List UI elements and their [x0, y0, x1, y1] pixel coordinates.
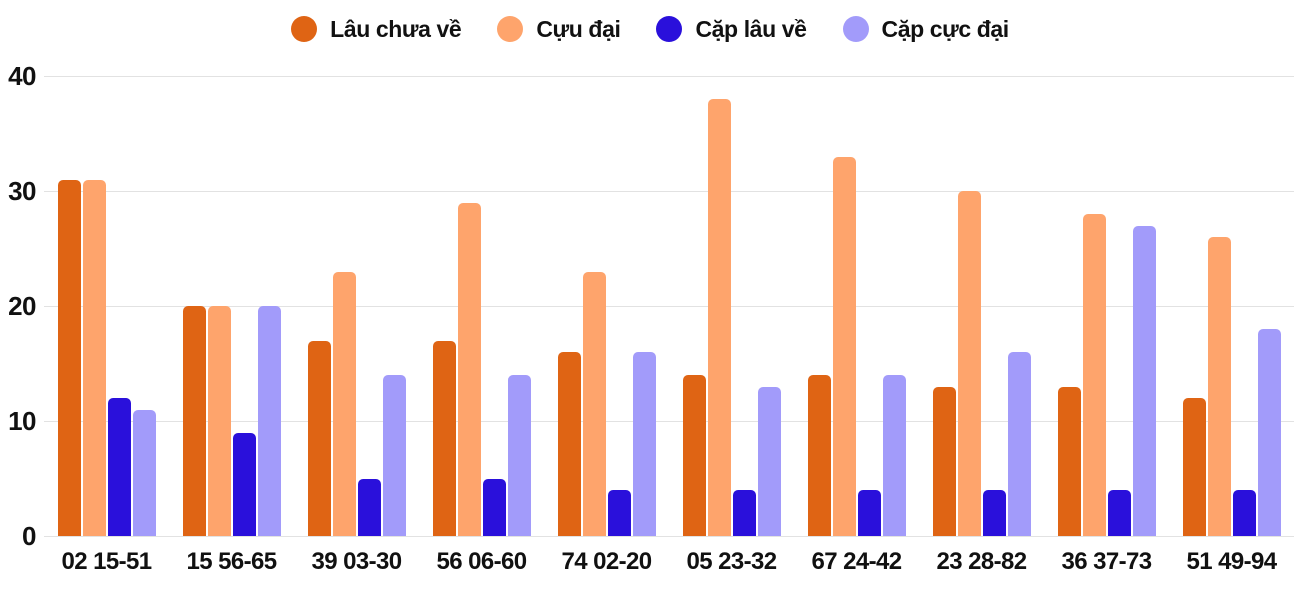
legend-item-2[interactable]: Cựu đại — [497, 15, 621, 43]
gridline-y-20 — [44, 306, 1294, 307]
legend-label: Lâu chưa về — [330, 15, 462, 42]
bar[interactable] — [632, 352, 656, 536]
bar[interactable] — [1232, 490, 1256, 536]
bar[interactable] — [1132, 225, 1156, 536]
bar[interactable] — [107, 398, 131, 536]
legend-label: Cặp lâu về — [695, 15, 807, 42]
bar[interactable] — [182, 306, 206, 536]
legend-item-4[interactable]: Cặp cực đại — [842, 15, 1010, 43]
legend-label: Cựu đại — [536, 15, 621, 42]
bar[interactable] — [1207, 237, 1231, 536]
bar[interactable] — [382, 375, 406, 536]
x-tick-label: 51 49-94 — [1186, 548, 1278, 575]
x-tick-label: 36 37-73 — [1061, 548, 1153, 575]
bar[interactable] — [1107, 490, 1131, 536]
bar[interactable] — [132, 409, 156, 536]
bar[interactable] — [757, 386, 781, 536]
bar-group-10: 51 49-94 — [1169, 76, 1294, 575]
bar[interactable] — [482, 478, 506, 536]
bar[interactable] — [707, 99, 731, 536]
bar[interactable] — [957, 191, 981, 536]
bar[interactable] — [1082, 214, 1106, 536]
legend-swatch-icon — [291, 16, 318, 42]
x-tick-label: 15 56-65 — [186, 548, 278, 575]
bar-group-1: 02 15-51 — [44, 76, 169, 575]
bar[interactable] — [607, 490, 631, 536]
bar-group-4: 56 06-60 — [419, 76, 544, 575]
legend-swatch-icon — [656, 16, 683, 42]
bar[interactable] — [832, 156, 856, 536]
gridline-y-30 — [44, 191, 1294, 192]
legend-swatch-icon — [497, 16, 524, 42]
bar-group-9: 36 37-73 — [1044, 76, 1169, 575]
x-tick-label: 56 06-60 — [436, 548, 528, 575]
gridline-y-40 — [44, 76, 1294, 77]
bar[interactable] — [1057, 386, 1081, 536]
gridline-y-10 — [44, 421, 1294, 422]
bar[interactable] — [1182, 398, 1206, 536]
chart-legend: Lâu chưa về Cựu đại Cặp lâu về Cặp cực đại — [0, 6, 1300, 52]
bar[interactable] — [582, 271, 606, 536]
bar[interactable] — [82, 179, 106, 536]
bar[interactable] — [307, 340, 331, 536]
x-tick-label: 74 02-20 — [561, 548, 653, 575]
bar[interactable] — [57, 179, 81, 536]
gridline-y-0 — [44, 536, 1294, 537]
x-tick-label: 67 24-42 — [811, 548, 903, 575]
bar[interactable] — [432, 340, 456, 536]
bar[interactable] — [982, 490, 1006, 536]
bar[interactable] — [682, 375, 706, 536]
bar-group-2: 15 56-65 — [169, 76, 294, 575]
bar[interactable] — [932, 386, 956, 536]
bar-groups: 02 15-51 15 56-65 39 03-30 56 06-60 74 02-20… — [44, 76, 1294, 575]
legend-label: Cặp cực đại — [881, 15, 1010, 42]
bar[interactable] — [207, 306, 231, 536]
y-tick-label-40: 40 — [8, 61, 36, 91]
bar[interactable] — [357, 478, 381, 536]
legend-swatch-icon — [842, 16, 869, 42]
bar[interactable] — [807, 375, 831, 536]
legend-item-3[interactable]: Cặp lâu về — [656, 15, 807, 43]
bar-group-7: 67 24-42 — [794, 76, 919, 575]
bar-group-6: 05 23-32 — [669, 76, 794, 575]
bar[interactable] — [857, 490, 881, 536]
bar-group-8: 23 28-82 — [919, 76, 1044, 575]
plot-area: 02 15-51 15 56-65 39 03-30 56 06-60 74 02-20… — [44, 76, 1294, 575]
bar[interactable] — [507, 375, 531, 536]
y-tick-label-30: 30 — [8, 176, 36, 206]
x-tick-label: 02 15-51 — [61, 548, 153, 575]
bar[interactable] — [257, 306, 281, 536]
x-tick-label: 23 28-82 — [936, 548, 1028, 575]
bar[interactable] — [557, 352, 581, 536]
legend-item-1[interactable]: Lâu chưa về — [291, 15, 462, 43]
bar[interactable] — [232, 432, 256, 536]
x-tick-label: 39 03-30 — [311, 548, 403, 575]
bar[interactable] — [882, 375, 906, 536]
bar[interactable] — [1007, 352, 1031, 536]
bar[interactable] — [732, 490, 756, 536]
x-tick-label: 05 23-32 — [686, 548, 778, 575]
y-tick-label-0: 0 — [22, 521, 36, 551]
bar[interactable] — [457, 202, 481, 536]
bar-group-5: 74 02-20 — [544, 76, 669, 575]
chart-area: 0 10 20 30 40 02 15-51 15 56-65 39 03-30 56 06-… — [0, 61, 1300, 600]
y-tick-label-20: 20 — [8, 291, 36, 321]
bar[interactable] — [332, 271, 356, 536]
bar[interactable] — [1257, 329, 1281, 536]
y-tick-label-10: 10 — [8, 406, 36, 436]
bar-group-3: 39 03-30 — [294, 76, 419, 575]
